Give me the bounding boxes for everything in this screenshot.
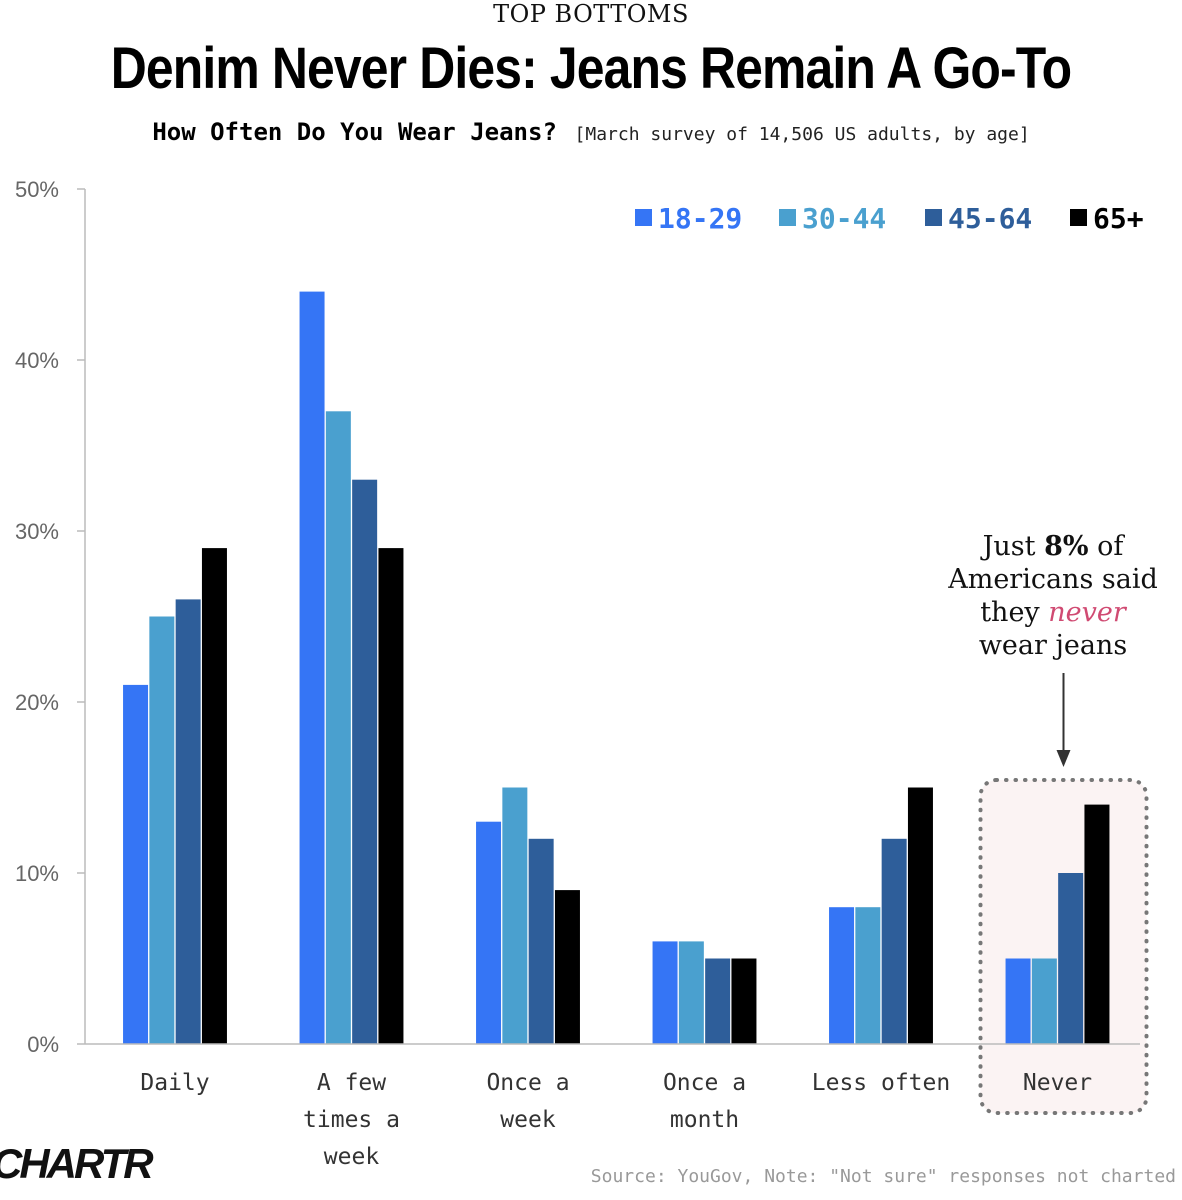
- bar-65+: [907, 787, 933, 1044]
- x-tick-label: Once a: [486, 1070, 569, 1096]
- chartr-logo: CHARTR: [0, 1140, 154, 1187]
- chart-subtitle-note: [March survey of 14,506 US adults, by ag…: [574, 124, 1030, 145]
- bar-45-64: [705, 958, 731, 1044]
- bar-65+: [554, 890, 580, 1044]
- legend-label: 65+: [1093, 202, 1144, 235]
- source-note: Source: YouGov, Note: "Not sure" respons…: [590, 1166, 1176, 1187]
- y-tick-label: 40%: [15, 348, 59, 373]
- bar-18-29: [1005, 958, 1031, 1044]
- bar-30-44: [1031, 958, 1057, 1044]
- x-tick-label: Daily: [140, 1070, 209, 1096]
- legend-label: 45-64: [948, 202, 1032, 235]
- x-tick-label: times a: [303, 1107, 400, 1133]
- bar-45-64: [175, 599, 201, 1044]
- legend-swatch: [779, 209, 796, 226]
- annotation-line-3: they never: [980, 597, 1126, 628]
- bar-30-44: [325, 411, 351, 1044]
- bar-45-64: [352, 479, 378, 1044]
- y-tick-label: 20%: [15, 690, 59, 715]
- x-tick-label: Once a: [663, 1070, 746, 1096]
- bar-65+: [378, 548, 404, 1044]
- legend-label: 18-29: [658, 202, 742, 235]
- chart-subtitle-line: How Often Do You Wear Jeans? [March surv…: [0, 118, 1182, 146]
- y-tick-label: 10%: [15, 861, 59, 886]
- chart-title: Denim Never Dies: Jeans Remain A Go-To: [110, 36, 1072, 101]
- x-tick-label: week: [324, 1144, 380, 1170]
- legend-swatch: [925, 209, 942, 226]
- bar-18-29: [476, 821, 502, 1044]
- bar-30-44: [149, 616, 175, 1044]
- x-tick-label: week: [500, 1107, 556, 1133]
- annotation-arrow-head: [1056, 750, 1071, 767]
- bar-18-29: [829, 907, 855, 1044]
- bar-45-64: [881, 838, 907, 1044]
- y-tick-label: 50%: [15, 177, 59, 202]
- bar-30-44: [678, 941, 704, 1044]
- bar-18-29: [652, 941, 678, 1044]
- legend-swatch: [635, 209, 652, 226]
- bar-18-29: [299, 291, 325, 1045]
- bar-30-44: [855, 907, 881, 1044]
- never-annotation: Just 8% of Americans said they never wea…: [918, 530, 1182, 662]
- bar-45-64: [1058, 873, 1084, 1044]
- bar-45-64: [528, 838, 554, 1044]
- legend-swatch: [1070, 209, 1087, 226]
- x-tick-label: Less often: [812, 1070, 950, 1096]
- bar-65+: [731, 958, 757, 1044]
- bar-65+: [1084, 804, 1110, 1044]
- x-tick-label: month: [670, 1107, 739, 1133]
- y-tick-label: 0%: [27, 1032, 59, 1057]
- y-tick-label: 30%: [15, 519, 59, 544]
- x-tick-label: Never: [1023, 1070, 1092, 1096]
- annotation-line-1: Just 8% of: [982, 531, 1124, 562]
- chart-subtitle: How Often Do You Wear Jeans?: [152, 118, 557, 146]
- bar-18-29: [123, 684, 149, 1044]
- legend-label: 30-44: [802, 202, 886, 235]
- chart-kicker: TOP BOTTOMS: [493, 0, 689, 28]
- annotation-line-4: wear jeans: [978, 630, 1128, 661]
- annotation-line-2: Americans said: [948, 564, 1158, 595]
- bar-65+: [201, 548, 227, 1044]
- x-tick-label: A few: [317, 1070, 386, 1096]
- bar-30-44: [502, 787, 528, 1044]
